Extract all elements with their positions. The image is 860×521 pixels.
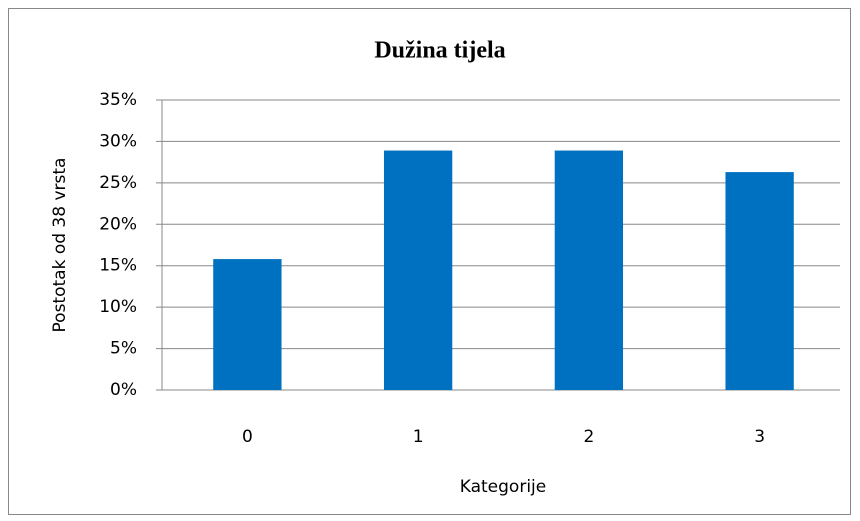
y-tick-label: 10% [99,297,137,317]
chart-title: Dužina tijela [374,38,505,64]
y-tick-label: 30% [99,131,137,151]
y-tick-label: 25% [99,173,137,193]
bar [725,172,794,390]
x-tick-label: 3 [754,427,765,447]
bar [383,150,453,390]
bar [213,259,282,390]
y-axis-label: Postotak od 38 vrsta [50,158,70,333]
x-axis-label: Kategorije [460,477,546,497]
bar [554,150,624,390]
y-tick-label: 0% [110,380,137,400]
y-tick-label: 35% [99,90,137,110]
x-tick-label: 1 [413,427,424,447]
y-tick-label: 20% [99,214,137,234]
x-tick-label: 2 [583,427,594,447]
y-tick-label: 15% [99,256,137,276]
y-tick-label: 5% [110,339,137,359]
x-tick-label: 0 [242,427,253,447]
